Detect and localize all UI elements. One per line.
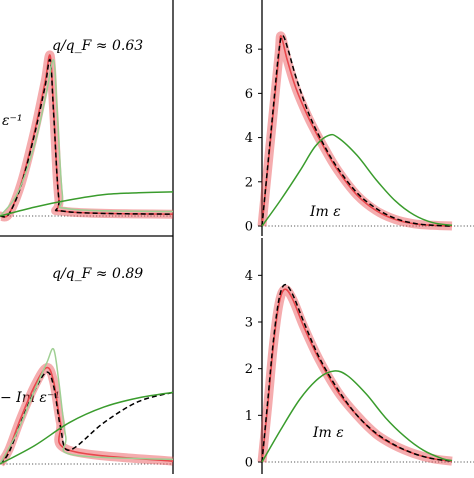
top-right-uncertainty-band	[257, 31, 453, 231]
top-right-green-curve	[261, 133, 453, 227]
bottom-right-ytick-label: 1	[245, 409, 253, 424]
bottom-right-green-curve	[261, 370, 453, 463]
curve-label-top-left: ε⁻¹	[2, 113, 23, 129]
plot-layer: 0 2 4 6 8 0 1 2 3 4	[0, 31, 474, 471]
top-left-light-green-curve	[0, 59, 174, 217]
bottom-left-panel	[0, 347, 174, 467]
bottom-right-dashed-curve	[261, 283, 453, 463]
top-right-ytick-label: 8	[245, 43, 253, 58]
top-left-panel	[0, 50, 174, 222]
bottom-right-ytick-label: 3	[245, 316, 253, 331]
bottom-right-uncertainty-band	[257, 284, 453, 466]
top-right-panel: 0 2 4 6 8	[245, 31, 474, 235]
curve-label-bottom-left: − Im ε⁻¹	[0, 390, 60, 406]
top-right-ytick-label: 2	[245, 175, 253, 190]
top-left-green-curve	[0, 191, 174, 217]
bottom-right-red-curve	[261, 288, 453, 463]
curve-label-bottom-right: Im ε	[312, 425, 344, 441]
bottom-right-panel: 0 1 2 3 4	[245, 269, 474, 471]
ratio-annotation-top: q/q_F ≈ 0.63	[52, 38, 143, 54]
top-right-ytick-label: 4	[245, 131, 253, 146]
bottom-left-light-green-curve	[0, 347, 174, 465]
ratio-annotation-bottom: q/q_F ≈ 0.89	[52, 266, 143, 282]
bottom-right-ytick-label: 0	[245, 456, 253, 471]
top-right-ytick-label: 6	[245, 87, 253, 102]
bottom-right-ytick-label: 2	[245, 362, 253, 377]
bottom-left-uncertainty-band	[0, 363, 174, 467]
curve-label-top-right: Im ε	[309, 204, 341, 220]
bottom-right-ytick-label: 4	[245, 269, 253, 284]
top-right-ytick-label: 0	[245, 220, 253, 235]
bottom-left-green-curve	[0, 391, 174, 465]
panel-frames	[0, 0, 263, 474]
top-left-dashed-curve	[0, 58, 174, 218]
